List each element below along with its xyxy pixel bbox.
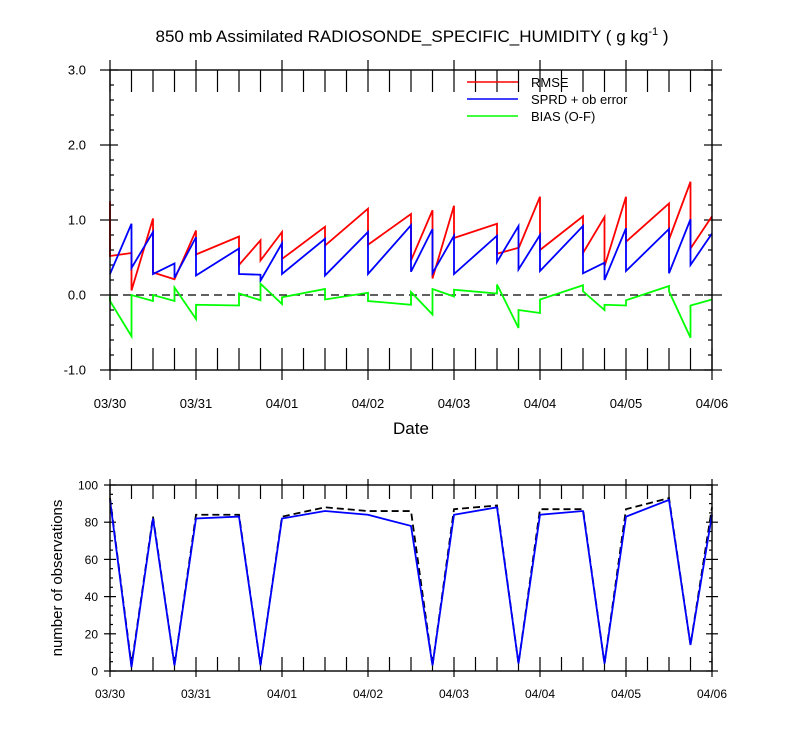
y-tick-label: -1.0 (64, 363, 86, 378)
x-tick-label: 03/31 (181, 687, 211, 701)
legend-label-rmse: RMSE (531, 75, 569, 90)
y-tick-label: 60 (85, 553, 99, 567)
series-1-line (109, 498, 713, 668)
legend-label-bias: BIAS (O-F) (531, 109, 595, 124)
y-tick-label: 100 (78, 479, 98, 493)
series-bias-o-f-line (109, 281, 713, 340)
x-tick-label: 04/01 (267, 687, 297, 701)
x-tick-label: 03/30 (95, 687, 125, 701)
y-tick-label: 40 (85, 590, 99, 604)
x-tick-label: 04/03 (438, 396, 471, 411)
bottom-plot-frame (109, 484, 713, 672)
series-0-line (109, 496, 713, 666)
x-tick-label: 04/06 (696, 396, 729, 411)
x-tick-label: 04/02 (353, 687, 383, 701)
y-tick-label: 1.0 (68, 213, 86, 228)
x-tick-label: 04/04 (525, 687, 555, 701)
y-axis-label-observations: number of observations (49, 500, 66, 657)
x-tick-label: 04/02 (352, 396, 385, 411)
series-sprd-ob-error-line (109, 218, 713, 285)
x-tick-label: 04/05 (611, 687, 641, 701)
y-tick-label: 20 (85, 627, 99, 641)
top-series-layer (109, 181, 713, 340)
y-tick-label: 0.0 (68, 288, 86, 303)
x-axis-label: Date (393, 419, 429, 438)
bottom-y-tick-labels: 0 20 40 60 80 100 (78, 479, 98, 679)
x-tick-label: 04/01 (266, 396, 299, 411)
chart-title: 850 mb Assimilated RADIOSONDE_SPECIFIC_H… (156, 26, 669, 46)
x-tick-label: 04/04 (524, 396, 557, 411)
legend: RMSE SPRD + ob error BIAS (O-F) (467, 75, 628, 124)
y-tick-label: 2.0 (68, 138, 86, 153)
x-tick-label: 03/30 (94, 396, 127, 411)
bottom-series-layer (109, 496, 713, 668)
top-panel: -1.0 0.0 1.0 2.0 3.0 03/30 03/31 04/01 04/02 04/… (64, 60, 729, 438)
top-y-tick-labels: -1.0 0.0 1.0 2.0 3.0 (64, 63, 86, 378)
x-tick-label: 04/03 (439, 687, 469, 701)
top-plot-frame (109, 69, 713, 371)
bottom-panel: 0 20 40 60 80 100 03/30 03/31 04/01 04/02 04/03 04… (49, 479, 727, 702)
y-tick-label: 3.0 (68, 63, 86, 78)
bottom-x-tick-labels: 03/30 03/31 04/01 04/02 04/03 04/04 04/05 04/06 (95, 687, 727, 701)
y-tick-label: 0 (91, 665, 98, 679)
legend-label-sprd: SPRD + ob error (531, 92, 628, 107)
chart-title-suffix: ) (658, 27, 668, 46)
chart-title-superscript: -1 (648, 26, 658, 38)
x-tick-label: 04/06 (697, 687, 727, 701)
series-rmse-line (109, 181, 713, 291)
x-tick-label: 04/05 (610, 396, 643, 411)
chart-title-main: 850 mb Assimilated RADIOSONDE_SPECIFIC_H… (156, 27, 649, 46)
x-tick-label: 03/31 (180, 396, 213, 411)
top-x-tick-labels: 03/30 03/31 04/01 04/02 04/03 04/04 04/05 04/06 (94, 396, 729, 411)
y-tick-label: 80 (85, 516, 99, 530)
